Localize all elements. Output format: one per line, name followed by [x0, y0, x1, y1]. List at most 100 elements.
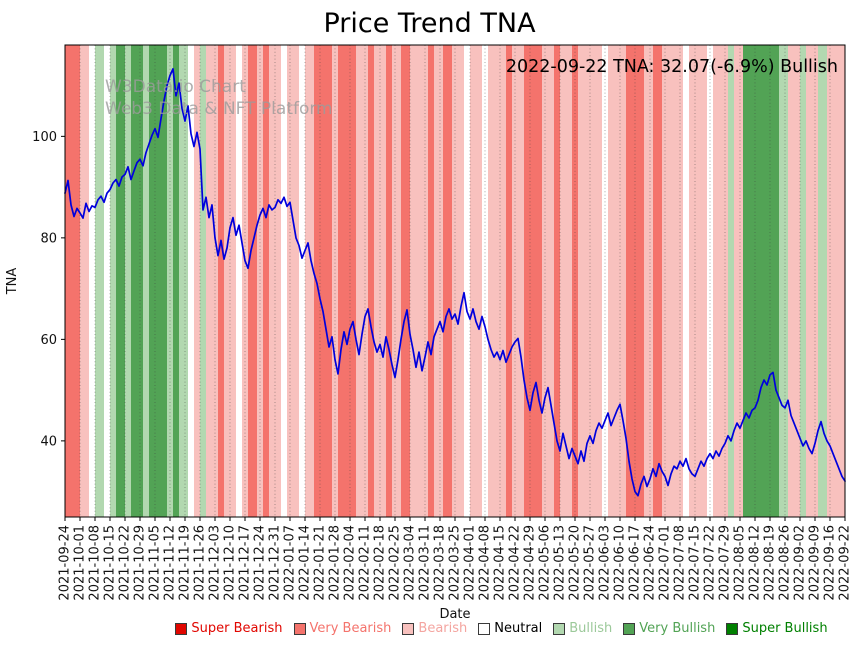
sentiment-band-bearish [470, 45, 482, 517]
x-tick-label: 2022-07-22 [703, 525, 718, 601]
sentiment-band-neutral [464, 45, 470, 517]
legend-label: Neutral [494, 621, 543, 636]
x-tick-label: 2021-12-31 [268, 525, 283, 601]
latest-price-annotation: 2022-09-22 TNA: 32.07(-6.9%) Bullish [506, 57, 838, 77]
sentiment-band-neutral [188, 45, 194, 517]
sentiment-band-very-bearish [572, 45, 578, 517]
x-tick-label: 2022-06-03 [598, 525, 613, 601]
sentiment-band-bullish [125, 45, 131, 517]
x-tick-label: 2022-07-29 [718, 525, 733, 601]
sentiment-band-very-bullish [149, 45, 167, 517]
sentiment-band-very-bearish [368, 45, 374, 517]
x-tick-label: 2022-04-22 [508, 525, 523, 601]
x-tick-label: 2022-07-01 [658, 525, 673, 601]
sentiment-band-very-bearish [653, 45, 662, 517]
x-tick-label: 2022-03-04 [403, 525, 418, 601]
sentiment-band-bearish [305, 45, 314, 517]
sentiment-band-bullish [167, 45, 173, 517]
legend-swatch-icon [478, 622, 491, 635]
legend-item-bullish: Bullish [553, 621, 612, 636]
legend-swatch-icon [553, 622, 566, 635]
y-axis-label: TNA [5, 268, 20, 296]
sentiment-band-bullish [779, 45, 788, 517]
x-tick-label: 2021-10-29 [133, 525, 148, 601]
sentiment-band-bullish [818, 45, 827, 517]
sentiment-band-bearish [827, 45, 845, 517]
sentiment-band-very-bearish [314, 45, 332, 517]
sentiment-bands [65, 45, 845, 517]
x-tick-label: 2021-09-24 [58, 525, 73, 601]
y-tick-label: 100 [32, 130, 57, 145]
sentiment-band-neutral [236, 45, 242, 517]
sentiment-band-bullish [110, 45, 116, 517]
sentiment-band-bearish [392, 45, 401, 517]
x-tick-label: 2021-11-19 [178, 525, 193, 601]
sentiment-band-neutral [299, 45, 305, 517]
legend-label: Bullish [569, 621, 613, 636]
x-tick-label: 2022-06-24 [643, 525, 658, 601]
sentiment-band-bearish [194, 45, 200, 517]
sentiment-band-bearish [434, 45, 443, 517]
x-axis-label: Date [439, 607, 470, 622]
x-tick-label: 2021-12-03 [208, 525, 223, 601]
x-tick-label: 2022-09-16 [823, 525, 838, 601]
x-tick-label: 2022-04-15 [493, 525, 508, 601]
x-tick-label: 2022-07-08 [673, 525, 688, 601]
sentiment-band-bullish [728, 45, 734, 517]
x-tick-label: 2022-01-14 [298, 525, 313, 601]
legend-swatch-icon [175, 622, 188, 635]
y-tick-label: 40 [40, 434, 57, 449]
legend-swatch-icon [293, 622, 306, 635]
sentiment-band-very-bearish [65, 45, 80, 517]
sentiment-band-bearish [242, 45, 248, 517]
legend-item-very-bearish: Very Bearish [293, 621, 391, 636]
x-tick-label: 2022-08-26 [778, 525, 793, 601]
x-tick-label: 2022-01-21 [313, 525, 328, 601]
sentiment-band-very-bearish [524, 45, 542, 517]
sentiment-band-very-bearish [443, 45, 452, 517]
sentiment-band-very-bearish [218, 45, 224, 517]
sentiment-band-bearish [224, 45, 236, 517]
sentiment-band-bearish [713, 45, 728, 517]
sentiment-band-very-bearish [338, 45, 356, 517]
x-tick-label: 2022-02-04 [343, 525, 358, 601]
x-axis-ticks: 2021-09-24 2021-10-01 2021-10-08 2021-10-15… [58, 517, 853, 601]
sentiment-band-bearish [269, 45, 281, 517]
x-tick-label: 2022-05-13 [553, 525, 568, 601]
watermark-line1: W3Data.io Chart [105, 77, 246, 97]
x-tick-label: 2022-05-27 [583, 525, 598, 601]
sentiment-band-bullish [800, 45, 806, 517]
sentiment-band-neutral [89, 45, 95, 517]
sentiment-band-bearish [488, 45, 506, 517]
x-tick-label: 2022-05-06 [538, 525, 553, 601]
x-tick-label: 2022-04-01 [463, 525, 478, 601]
x-tick-label: 2021-10-08 [88, 525, 103, 601]
sentiment-band-bearish [332, 45, 338, 517]
sentiment-band-bearish [689, 45, 707, 517]
sentiment-band-bearish [80, 45, 89, 517]
x-tick-label: 2022-04-29 [523, 525, 538, 601]
x-tick-label: 2021-11-12 [163, 525, 178, 601]
sentiment-band-very-bullish [116, 45, 125, 517]
sentiment-band-very-bearish [554, 45, 560, 517]
legend-swatch-icon [623, 622, 636, 635]
x-tick-label: 2022-06-17 [628, 525, 643, 601]
sentiment-band-very-bearish [263, 45, 269, 517]
legend-swatch-icon [402, 622, 415, 635]
sentiment-band-neutral [281, 45, 287, 517]
x-tick-label: 2022-03-11 [418, 525, 433, 601]
sentiment-band-neutral [683, 45, 689, 517]
x-tick-label: 2022-08-05 [733, 525, 748, 601]
x-tick-label: 2022-06-10 [613, 525, 628, 601]
x-tick-label: 2022-09-09 [808, 525, 823, 601]
x-tick-label: 2022-03-18 [433, 525, 448, 601]
x-tick-label: 2022-02-11 [358, 525, 373, 601]
sentiment-band-bullish [200, 45, 206, 517]
x-tick-label: 2021-11-26 [193, 525, 208, 601]
y-tick-label: 80 [40, 231, 57, 246]
y-axis-ticks: 40 60 80 100 [32, 130, 65, 449]
x-tick-label: 2022-01-28 [328, 525, 343, 601]
sentiment-band-bullish [95, 45, 104, 517]
x-tick-label: 2022-09-02 [793, 525, 808, 601]
